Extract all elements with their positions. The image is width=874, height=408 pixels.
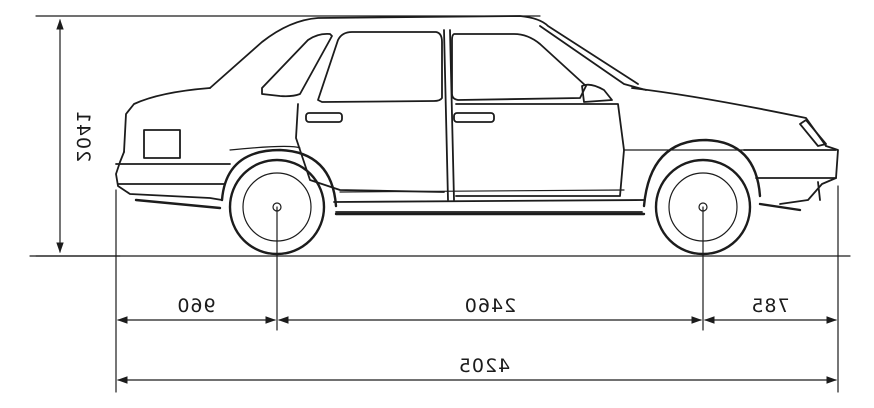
rear-overhang-label: 785 [750,295,789,317]
b-pillar [443,29,455,201]
front-end [779,145,839,205]
rear-end [115,151,223,201]
rear-door-handle [305,112,343,123]
rear-window [261,32,333,98]
hood-line [631,87,827,147]
side-mirror [581,83,613,103]
front-door-handle [453,112,495,123]
headlight [799,119,827,147]
front-wheel-arch [642,138,762,208]
height-label: 2041 [72,110,94,162]
roof-line [209,15,639,89]
sill-line [333,199,645,213]
rear-door [295,103,445,193]
front-door [455,103,625,197]
dimension-labels: 2041 960 2460 785 4205 [72,110,790,377]
car-side-view [29,15,851,257]
body-side-line [229,145,745,193]
rear-bumper [115,163,231,185]
front-overhang-label: 960 [176,295,215,317]
rear-door-window [317,31,443,103]
rear-light [143,129,181,159]
front-door-window [451,33,587,101]
dimension-lines [35,15,839,393]
underbody [134,198,802,216]
overall-length-label: 4205 [458,355,510,377]
trunk-lid [123,87,211,153]
front-bumper [743,149,837,201]
wheelbase-label: 2460 [464,295,516,317]
rear-wheel-arch [220,148,338,208]
